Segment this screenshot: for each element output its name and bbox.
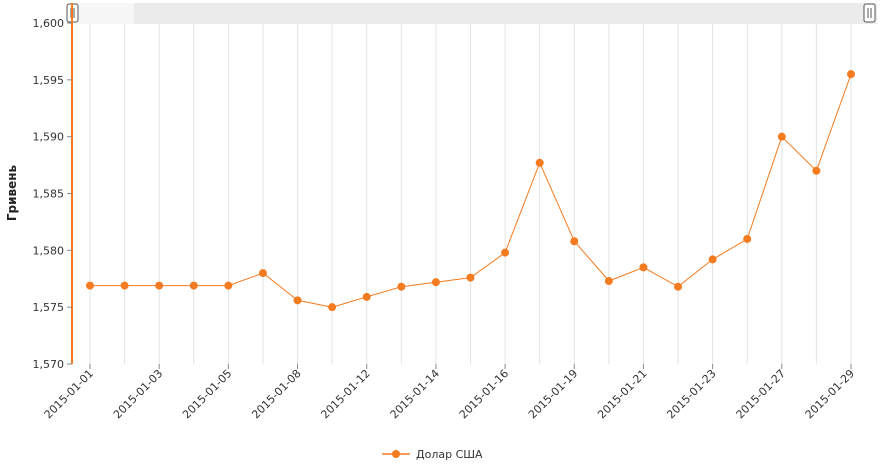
y-tick-label: 1,590 — [33, 131, 65, 144]
y-tick-label: 1,600 — [33, 17, 65, 30]
data-point[interactable] — [570, 237, 579, 246]
data-point[interactable] — [812, 166, 821, 175]
legend-point-marker — [392, 450, 400, 458]
scrollbar-right-handle[interactable] — [863, 3, 876, 23]
y-tick-label: 1,570 — [33, 358, 65, 371]
data-point[interactable] — [639, 263, 648, 272]
x-axis-ticks: 2015-01-01 2015-01-03 2015-01-05 2015-01-08… — [42, 364, 857, 421]
x-tick-label: 2015-01-12 — [318, 367, 372, 421]
x-tick-label: 2015-01-27 — [734, 367, 788, 421]
data-point[interactable] — [293, 296, 302, 305]
data-point[interactable] — [604, 277, 613, 286]
scrollbar-left-segment — [70, 3, 134, 24]
x-tick-label: 2015-01-23 — [664, 367, 718, 421]
data-point[interactable] — [535, 158, 544, 167]
legend-label[interactable]: Долар США — [416, 448, 483, 461]
data-point[interactable] — [86, 281, 94, 290]
data-point[interactable] — [224, 281, 233, 290]
series-dolar-ssha — [86, 70, 855, 312]
legend[interactable]: Долар США — [382, 448, 483, 461]
data-point[interactable] — [501, 248, 510, 257]
x-tick-label: 2015-01-08 — [249, 367, 303, 421]
x-tick-label: 2015-01-14 — [388, 367, 442, 421]
data-point[interactable] — [189, 281, 198, 290]
data-point[interactable] — [362, 292, 371, 301]
x-tick-label: 2015-01-29 — [803, 367, 857, 421]
y-tick-label: 1,580 — [33, 244, 65, 257]
x-tick-label: 2015-01-16 — [457, 367, 511, 421]
data-point[interactable] — [674, 282, 683, 291]
data-point[interactable] — [397, 282, 406, 291]
y-tick-label: 1,595 — [33, 74, 65, 87]
y-tick-label: 1,585 — [33, 188, 65, 201]
data-point[interactable] — [431, 278, 440, 287]
x-tick-label: 2015-01-19 — [526, 367, 580, 421]
data-point[interactable] — [847, 70, 855, 79]
x-tick-label: 2015-01-05 — [180, 367, 234, 421]
range-scrollbar[interactable] — [66, 3, 877, 24]
data-point[interactable] — [120, 281, 129, 290]
data-point[interactable] — [743, 234, 752, 243]
data-point[interactable] — [466, 273, 475, 282]
data-point[interactable] — [708, 255, 717, 264]
scrollbar-track[interactable] — [70, 3, 877, 24]
data-point[interactable] — [155, 281, 164, 290]
x-tick-label: 2015-01-03 — [111, 367, 165, 421]
data-point[interactable] — [258, 269, 267, 278]
y-tick-label: 1,575 — [33, 301, 65, 314]
x-tick-label: 2015-01-21 — [595, 367, 649, 421]
grid-lines — [89, 23, 852, 364]
y-axis-title: Гривень — [5, 164, 19, 221]
data-point[interactable] — [777, 132, 786, 141]
y-axis-ticks: 1,570 1,575 1,580 1,585 1,590 1,595 1,600 — [33, 17, 72, 371]
x-tick-label: 2015-01-01 — [42, 367, 96, 421]
data-point[interactable] — [328, 303, 337, 312]
